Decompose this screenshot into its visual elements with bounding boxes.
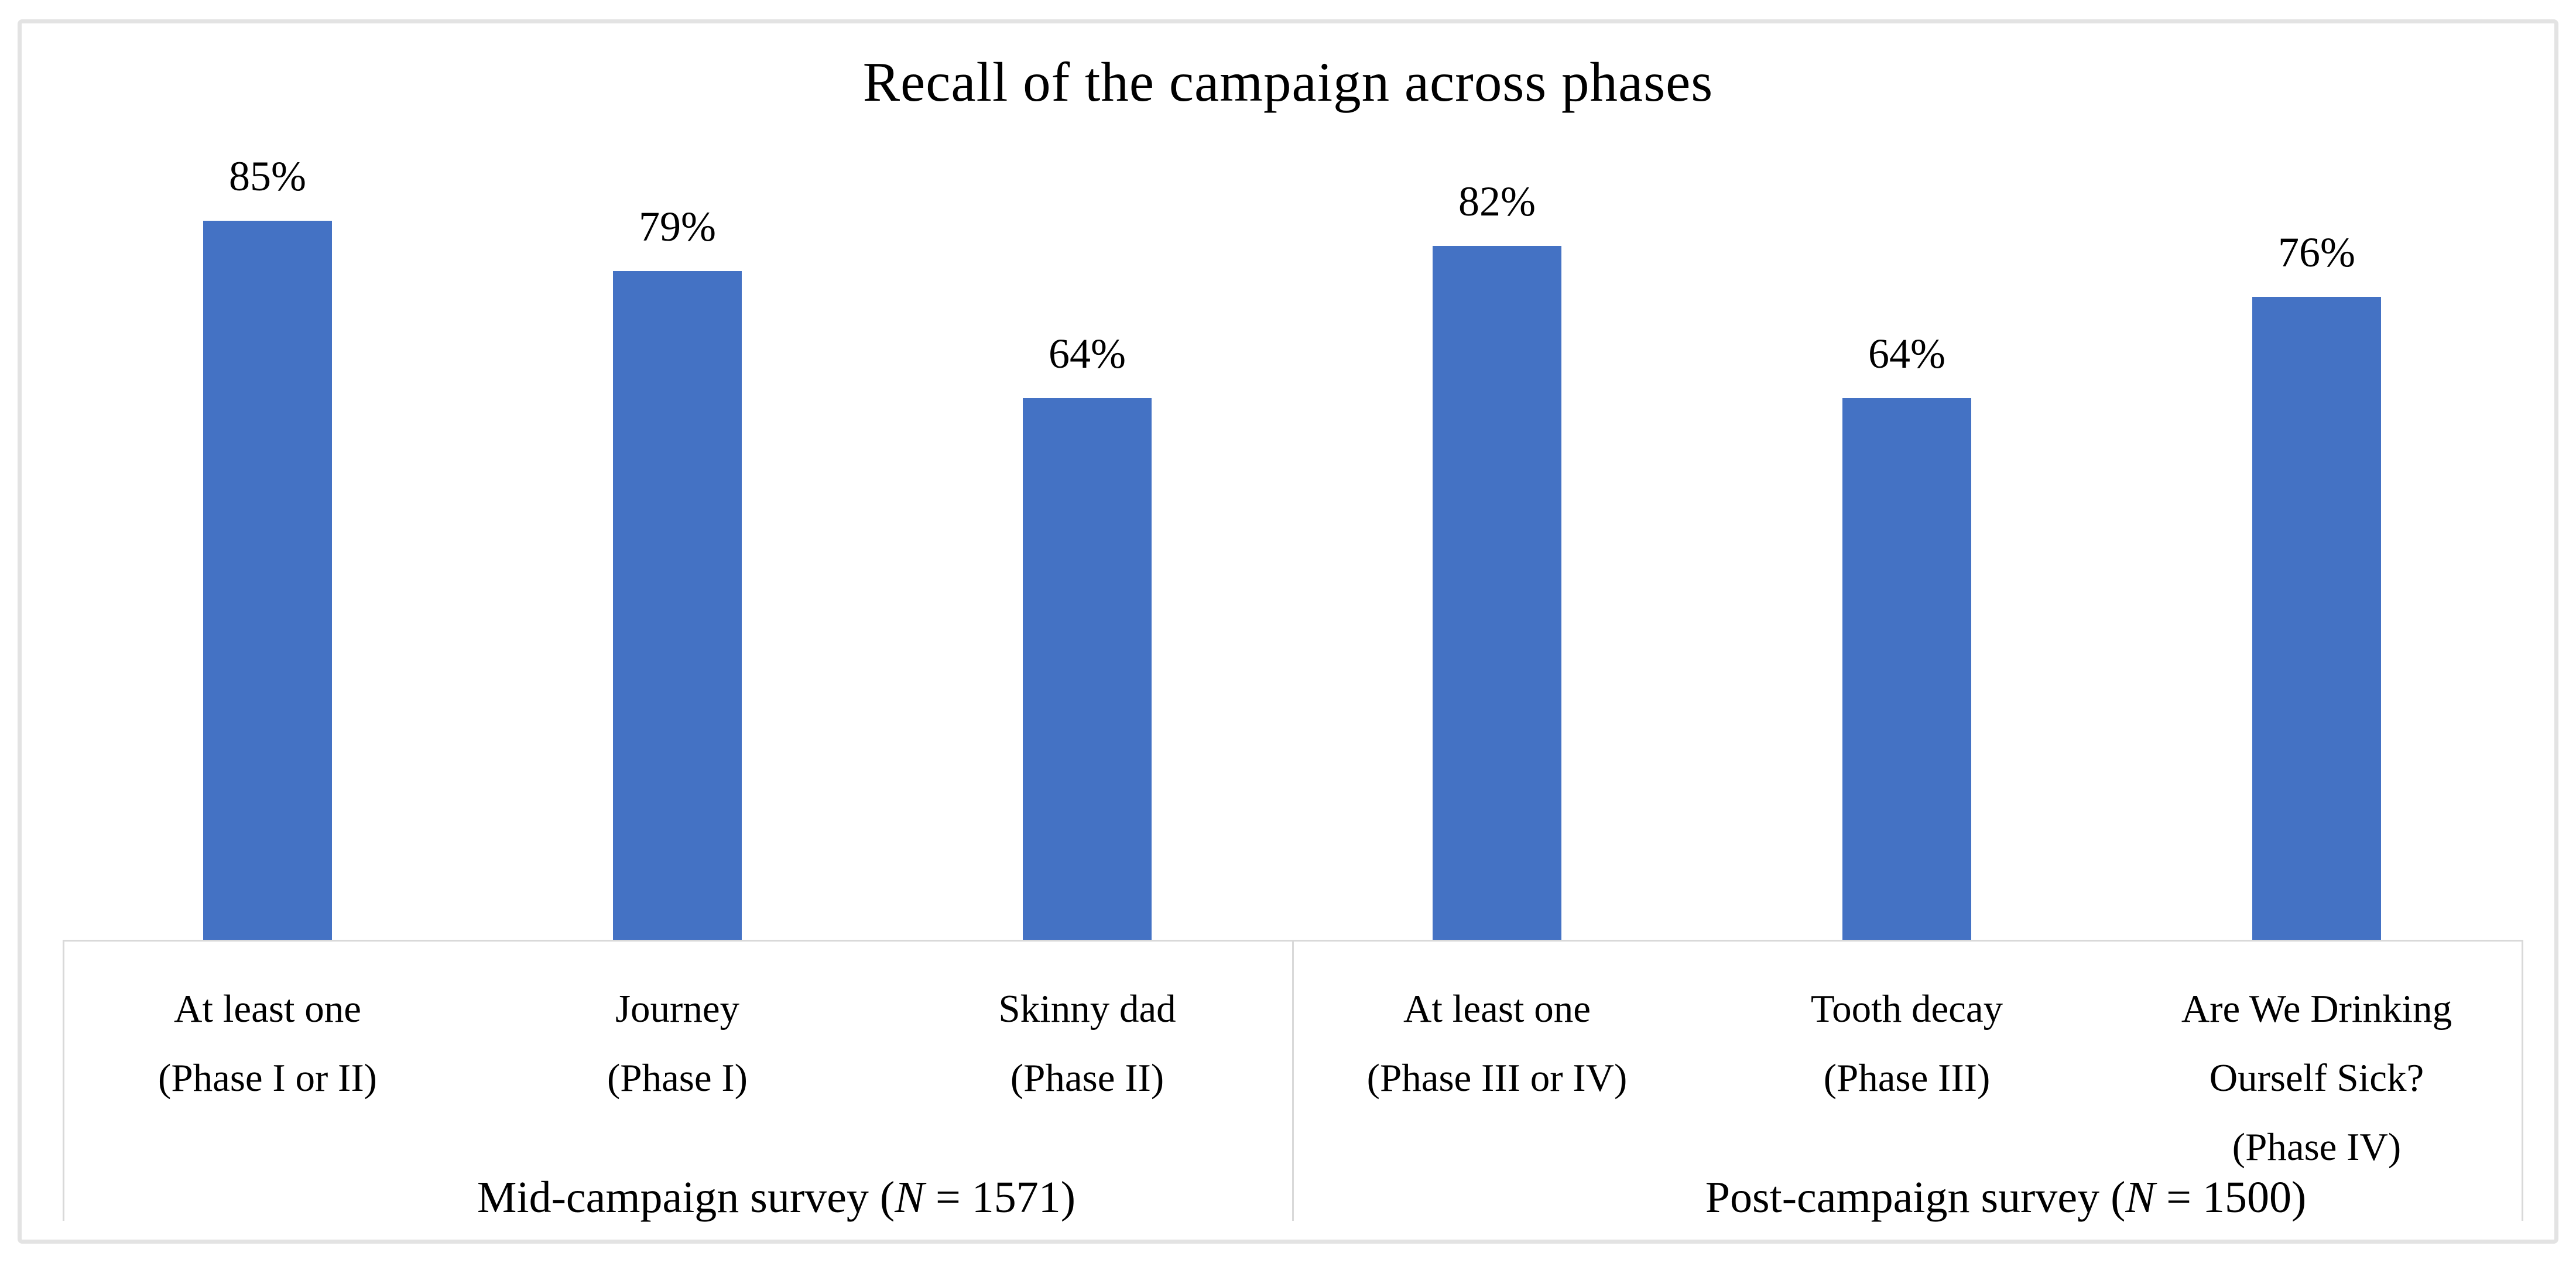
chart-title: Recall of the campaign across phases (862, 51, 1714, 113)
category-label-line: At least one (1403, 987, 1591, 1031)
bar-value-label: 79% (639, 203, 716, 250)
group-label-prefix: Mid-campaign survey ( (477, 1173, 895, 1222)
category-label-line: (Phase I) (607, 1056, 748, 1100)
group-label: Mid-campaign survey (N = 1571) (191, 1168, 1362, 1227)
bar (1433, 246, 1561, 940)
bar (1023, 398, 1152, 940)
category-label-line: Ourself Sick? (2209, 1056, 2424, 1100)
category-label-line: (Phase I or II) (158, 1056, 377, 1100)
group-label-suffix: = 1571) (924, 1173, 1076, 1222)
bar-value-label: 82% (1458, 178, 1536, 225)
group-label-n: N (2125, 1173, 2156, 1222)
category-label: Skinny dad (Phase II) (882, 974, 1292, 1113)
group-label-n: N (895, 1173, 924, 1222)
axis-separator-line (2522, 940, 2523, 1221)
axis-separator-line (63, 940, 64, 1221)
category-label-line: Tooth decay (1810, 987, 2003, 1031)
category-label-line: (Phase IV) (2232, 1125, 2402, 1169)
bar (613, 271, 742, 940)
axis-separator-line (1292, 940, 1294, 1221)
category-label-line: Skinny dad (998, 987, 1176, 1031)
bar (2252, 297, 2381, 940)
category-label-line: (Phase II) (1010, 1056, 1164, 1100)
chart-frame (18, 19, 2558, 1244)
category-label-line: (Phase III) (1823, 1056, 1991, 1100)
category-label: Are We Drinking Ourself Sick? (Phase IV) (2112, 974, 2522, 1182)
category-label: At least one (Phase I or II) (63, 974, 472, 1113)
group-label-suffix: = 1500) (2155, 1173, 2307, 1222)
category-label-line: Are We Drinking (2181, 987, 2452, 1031)
category-label: Journey (Phase I) (472, 974, 882, 1113)
bar-value-label: 85% (229, 153, 306, 200)
bar-value-label: 64% (1049, 330, 1126, 377)
category-label-line: At least one (173, 987, 362, 1031)
group-label-prefix: Post-campaign survey ( (1705, 1173, 2126, 1222)
bar (203, 221, 332, 940)
bar (1842, 398, 1971, 940)
category-label-line: (Phase III or IV) (1366, 1056, 1628, 1100)
bar-value-label: 76% (2278, 229, 2355, 276)
bar-value-label: 64% (1868, 330, 1945, 377)
category-label: At least one (Phase III or IV) (1292, 974, 1702, 1113)
category-label: Tooth decay (Phase III) (1702, 974, 2112, 1113)
category-label-line: Journey (615, 987, 740, 1031)
group-label: Post-campaign survey (N = 1500) (1420, 1168, 2576, 1227)
